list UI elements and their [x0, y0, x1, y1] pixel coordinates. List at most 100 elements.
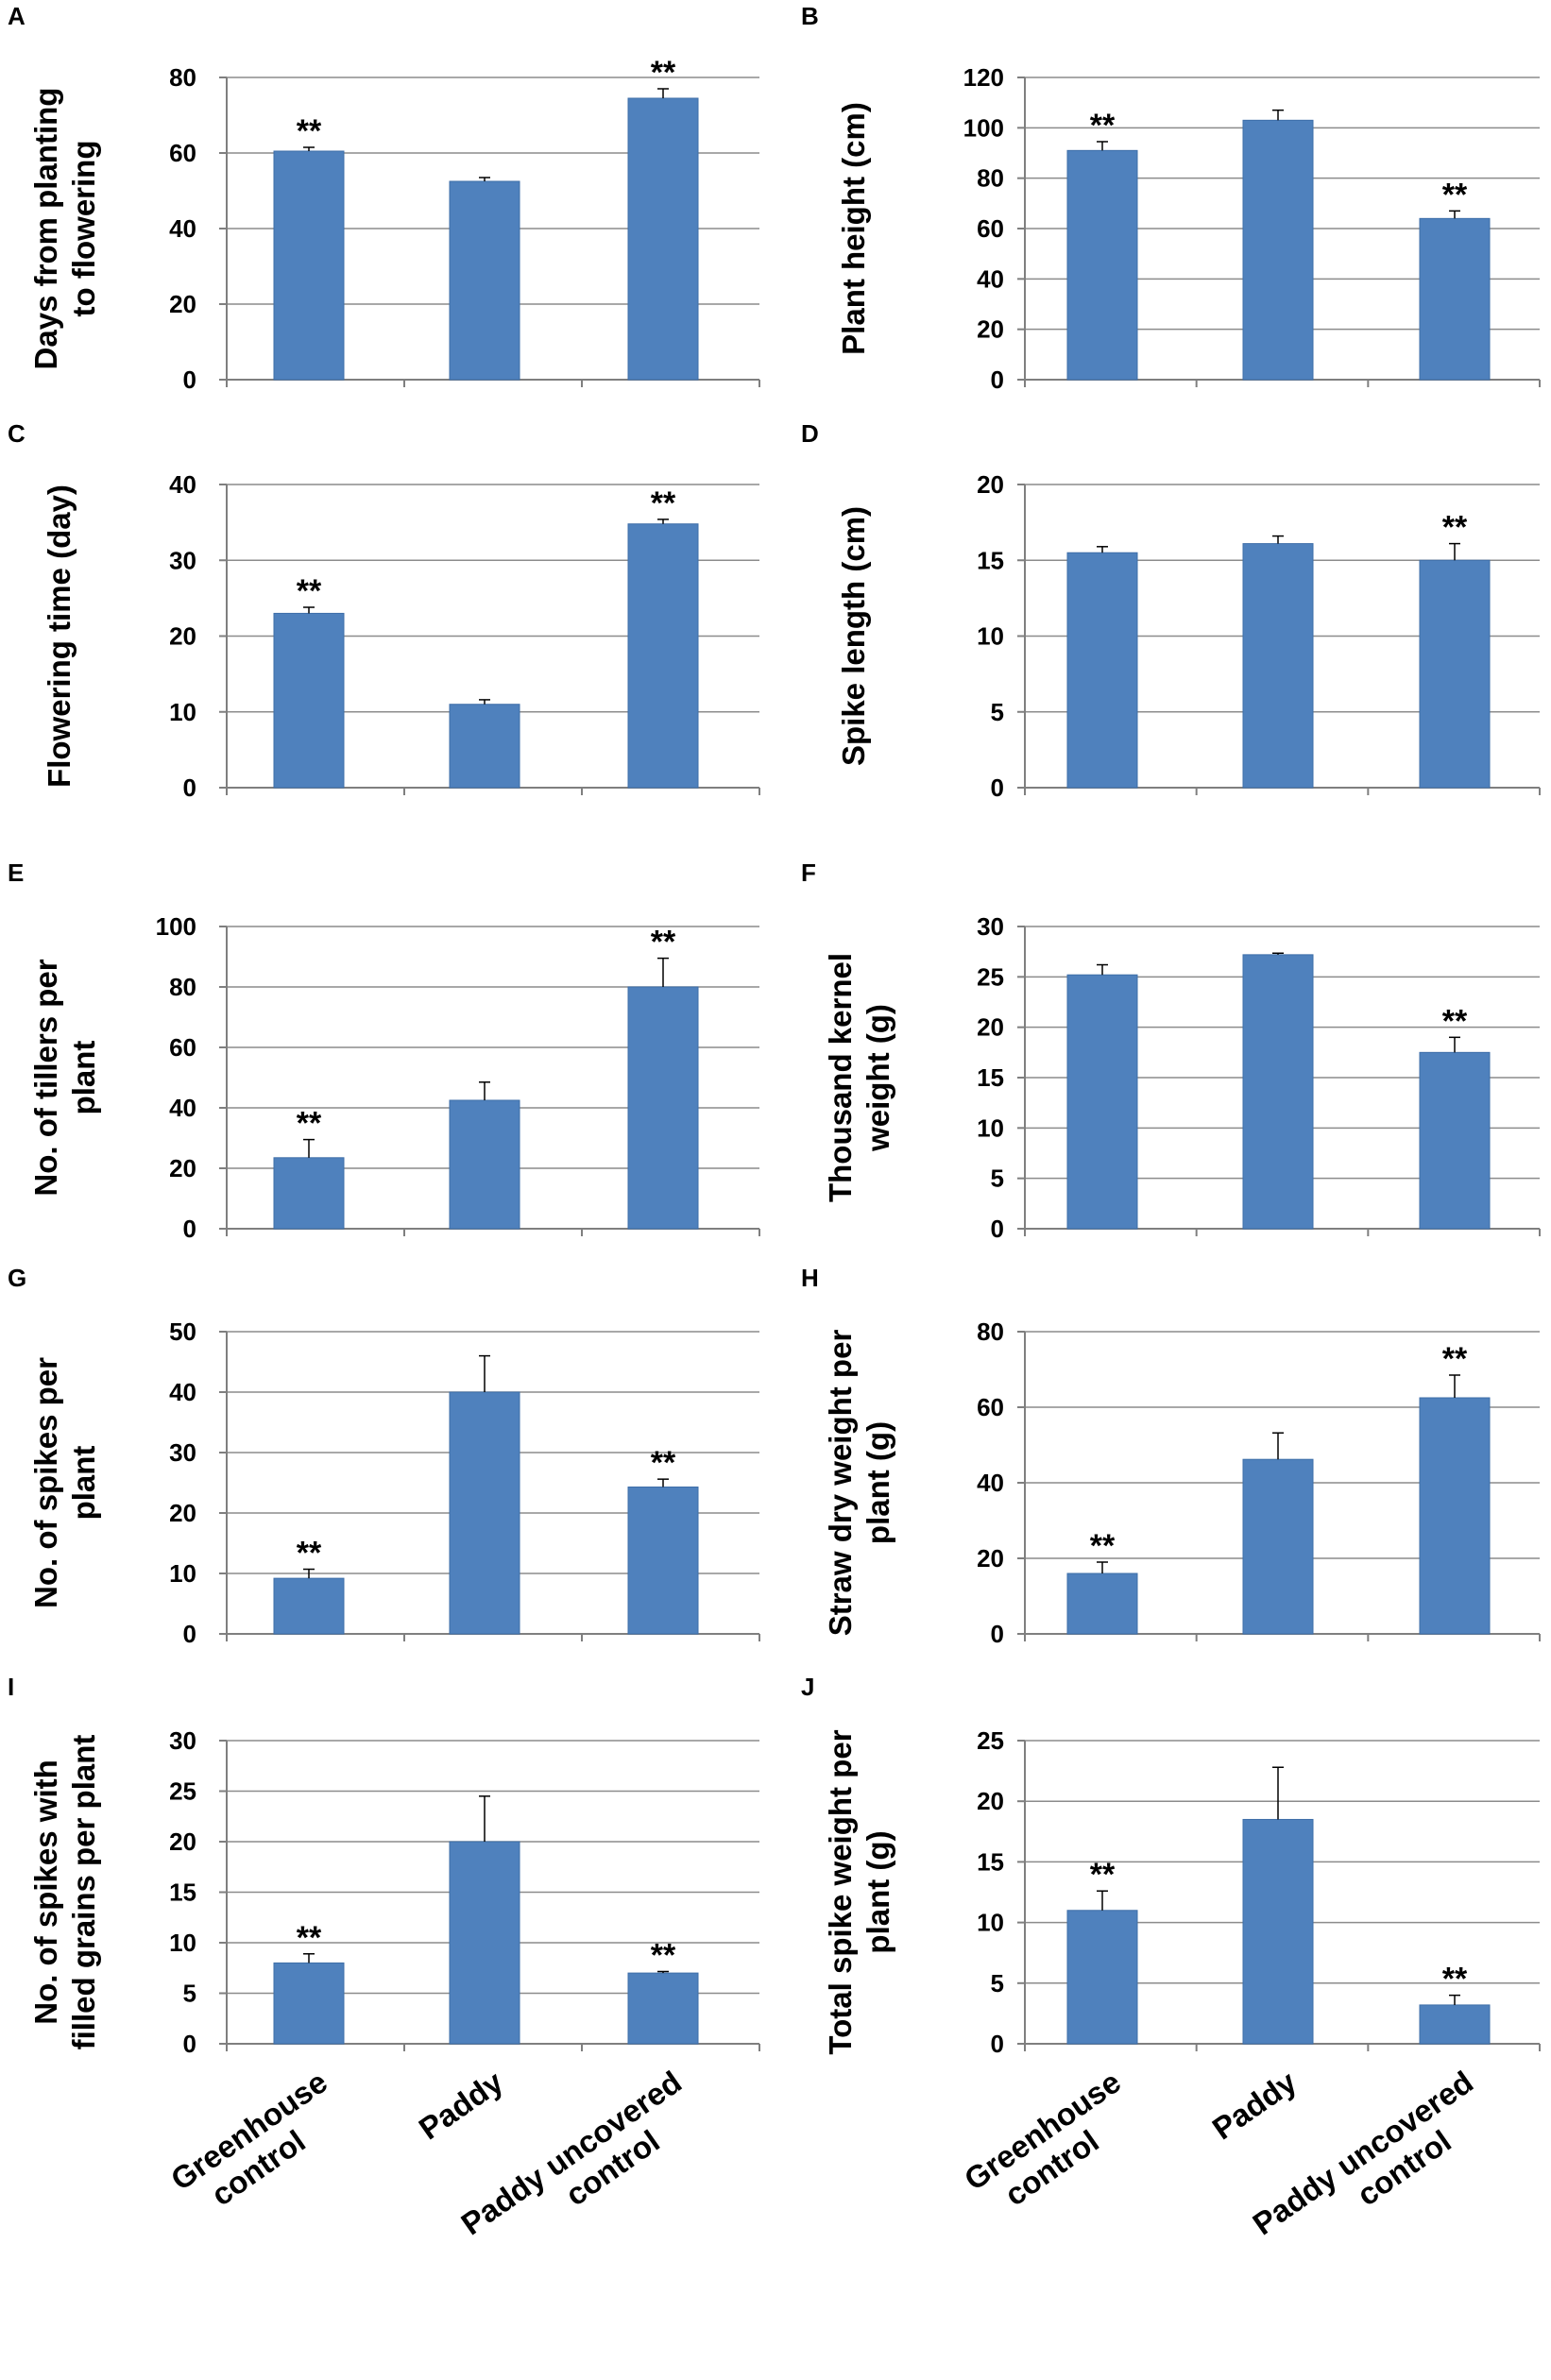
y-tick-label: 20 — [977, 1787, 1004, 1815]
bar-1 — [273, 1157, 345, 1230]
chart-panel-g: G 0 10 20 30 40 50 ** ** No. of spikes perplant — [8, 1264, 760, 1648]
y-tick-label: 30 — [169, 1726, 196, 1755]
bar-1 — [1066, 1572, 1138, 1635]
y-axis-label-line: plant — [66, 1446, 101, 1521]
y-tick-label: 20 — [169, 290, 196, 318]
y-tick-label: 0 — [183, 774, 196, 802]
bar-1 — [273, 1962, 345, 2045]
y-tick-label: 20 — [977, 1544, 1004, 1572]
y-tick-label: 25 — [169, 1777, 196, 1806]
significance-mark: ** — [1090, 1528, 1116, 1564]
y-axis-label-line: Days from planting — [28, 88, 63, 370]
significance-mark: ** — [297, 1536, 322, 1572]
bar-3 — [1419, 559, 1491, 789]
panel-letter: H — [801, 1264, 819, 1292]
significance-mark: ** — [651, 1445, 676, 1481]
bar-1 — [273, 612, 345, 789]
y-tick-label: 80 — [169, 63, 196, 92]
panel-letter: E — [8, 858, 24, 887]
chart-panel-b: B 0 20 40 60 80 100 120 ** ** Plant height (cm) — [801, 2, 1541, 394]
x-category-label-line: Paddy — [413, 2064, 510, 2146]
y-tick-label: 10 — [977, 1909, 1004, 1937]
panel-letter: G — [8, 1264, 26, 1292]
y-tick-label: 5 — [183, 1980, 196, 2008]
y-tick-label: 5 — [991, 698, 1004, 726]
y-tick-label: 10 — [169, 698, 196, 726]
y-tick-label: 0 — [991, 366, 1004, 394]
bar-1 — [1066, 1910, 1138, 2045]
y-axis-label: Spike length (cm) — [836, 506, 871, 766]
y-tick-label: 0 — [183, 1620, 196, 1648]
significance-mark: ** — [651, 485, 676, 521]
x-category-label: Paddy — [413, 2064, 510, 2146]
bar-3 — [627, 523, 699, 789]
bar-1 — [273, 1577, 345, 1635]
chart-panel-d: D 0 5 10 15 20 ** Spike length (cm) — [801, 419, 1541, 802]
y-tick-label: 0 — [183, 366, 196, 394]
y-tick-label: 15 — [977, 1847, 1004, 1876]
significance-mark: ** — [651, 1937, 676, 1973]
y-axis-label: Total spike weight perplant (g) — [823, 1729, 895, 2054]
y-tick-label: 0 — [183, 2030, 196, 2058]
y-axis-label-line: Plant height (cm) — [836, 102, 871, 355]
y-axis-label-line: to flowering — [66, 141, 101, 317]
y-tick-label: 10 — [977, 622, 1004, 651]
bar-3 — [627, 1972, 699, 2045]
y-tick-label: 50 — [169, 1318, 196, 1346]
y-tick-label: 60 — [169, 1033, 196, 1062]
y-tick-label: 10 — [169, 1559, 196, 1588]
y-tick-label: 40 — [977, 264, 1004, 293]
y-axis-label: No. of spikes perplant — [28, 1357, 101, 1608]
y-axis-label: Days from plantingto flowering — [28, 88, 101, 370]
bar-2 — [1242, 954, 1314, 1230]
chart-panels: A 0 20 40 60 80 ** ** Days from plantingto flowe… — [8, 2, 1541, 2058]
chart-panel-j: J 0 5 10 15 20 25 ** ** Total spike weight perpla… — [801, 1673, 1541, 2058]
bar-3 — [1419, 2004, 1491, 2045]
y-tick-label: 10 — [977, 1114, 1004, 1142]
y-axis-label: Straw dry weight perplant (g) — [823, 1330, 895, 1637]
chart-panel-e: E 0 20 40 60 80 100 ** ** No. of tillers perplant — [8, 858, 760, 1243]
chart-panel-c: C 0 10 20 30 40 ** ** Flowering time (day) — [8, 419, 760, 802]
y-axis-label-line: No. of spikes per — [28, 1357, 63, 1608]
y-tick-label: 20 — [169, 622, 196, 651]
y-tick-label: 40 — [977, 1469, 1004, 1497]
significance-mark: ** — [1442, 177, 1468, 212]
panel-letter: J — [801, 1673, 814, 1701]
y-axis-label-line: filled grains per plant — [66, 1735, 101, 2050]
y-axis-label-line: Thousand kernel — [823, 953, 858, 1202]
y-tick-label: 15 — [977, 546, 1004, 574]
y-axis-label-line: Spike length (cm) — [836, 506, 871, 766]
y-axis-label-line: plant — [66, 1041, 101, 1115]
bar-2 — [449, 704, 520, 789]
y-tick-label: 20 — [169, 1499, 196, 1527]
significance-mark: ** — [297, 1920, 322, 1956]
y-tick-label: 0 — [991, 2030, 1004, 2058]
y-tick-label: 60 — [169, 139, 196, 167]
y-tick-label: 20 — [169, 1154, 196, 1182]
y-tick-label: 40 — [169, 214, 196, 243]
x-category-label-line: Paddy — [1206, 2064, 1304, 2146]
bar-3 — [1419, 1397, 1491, 1635]
significance-mark: ** — [651, 925, 676, 960]
panel-letter: B — [801, 2, 819, 30]
y-tick-label: 15 — [169, 1878, 196, 1907]
y-tick-label: 20 — [977, 315, 1004, 344]
y-tick-label: 20 — [977, 1013, 1004, 1042]
y-axis-label: Thousand kernelweight (g) — [823, 953, 895, 1202]
y-tick-label: 80 — [977, 1318, 1004, 1346]
y-tick-label: 10 — [169, 1929, 196, 1957]
y-tick-label: 30 — [169, 1438, 196, 1467]
significance-mark: ** — [1442, 1962, 1468, 1998]
y-tick-label: 40 — [169, 1094, 196, 1122]
panel-letter: A — [8, 2, 26, 30]
x-category-label: Greenhousecontrol — [958, 2064, 1148, 2226]
significance-mark: ** — [297, 1106, 322, 1142]
y-axis-label-line: plant (g) — [861, 1421, 895, 1544]
y-tick-label: 60 — [977, 214, 1004, 243]
y-axis-label: Flowering time (day) — [42, 484, 77, 788]
bar-2 — [449, 1841, 520, 2045]
bar-2 — [449, 1099, 520, 1230]
y-tick-label: 120 — [963, 63, 1004, 92]
